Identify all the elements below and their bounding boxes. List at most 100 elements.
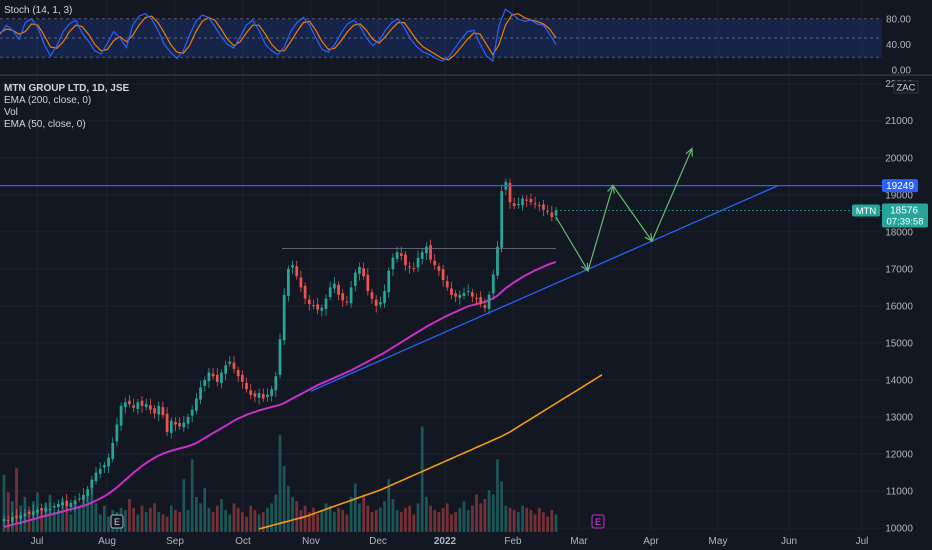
candle-body[interactable]: [136, 402, 140, 409]
candle-body[interactable]: [362, 268, 365, 277]
candle-body[interactable]: [349, 287, 353, 304]
candle-body[interactable]: [345, 301, 349, 303]
candle-body[interactable]: [232, 362, 236, 369]
earnings-marker[interactable]: [591, 514, 605, 529]
candle-body[interactable]: [224, 365, 227, 374]
candle-body[interactable]: [270, 389, 273, 396]
candle-body[interactable]: [278, 339, 282, 375]
symbol-title[interactable]: MTN GROUP LTD, 1D, JSE: [4, 83, 130, 94]
candle-body[interactable]: [441, 269, 445, 280]
candle-body[interactable]: [82, 494, 85, 500]
candle-body[interactable]: [370, 292, 374, 299]
candle-body[interactable]: [144, 404, 148, 408]
candle-body[interactable]: [107, 457, 110, 467]
candle-body[interactable]: [295, 266, 299, 277]
candle-body[interactable]: [475, 297, 478, 299]
last-price-tag[interactable]: [882, 203, 928, 228]
stochastic-pane[interactable]: 80.00 40.00 0.00: [0, 8, 911, 77]
candle-body[interactable]: [111, 442, 115, 459]
candle-body[interactable]: [207, 372, 211, 382]
candle-body[interactable]: [2, 518, 6, 522]
ascending-trendline[interactable]: [310, 184, 779, 392]
candle-body[interactable]: [412, 268, 416, 270]
candle-body[interactable]: [479, 297, 483, 305]
candle-body[interactable]: [483, 305, 487, 308]
candle-body[interactable]: [178, 422, 181, 427]
candle-body[interactable]: [437, 266, 441, 271]
candle-body[interactable]: [149, 405, 152, 410]
candle-body[interactable]: [433, 260, 437, 266]
candle-body[interactable]: [161, 407, 165, 416]
candle-body[interactable]: [245, 382, 248, 390]
indicator-ema50-label[interactable]: EMA (50, close, 0): [4, 119, 86, 130]
candle-body[interactable]: [203, 380, 207, 386]
candle-body[interactable]: [36, 509, 39, 513]
candle-body[interactable]: [90, 480, 94, 488]
candle-body[interactable]: [128, 400, 131, 405]
candle-body[interactable]: [190, 409, 194, 416]
candle-body[interactable]: [261, 394, 265, 399]
candle-body[interactable]: [266, 394, 269, 398]
candle-body[interactable]: [537, 205, 541, 207]
candle-body[interactable]: [257, 392, 261, 398]
candle-body[interactable]: [429, 245, 432, 260]
candle-body[interactable]: [165, 413, 169, 432]
candle-body[interactable]: [169, 420, 173, 433]
candle-body[interactable]: [291, 265, 294, 268]
candle-body[interactable]: [19, 515, 23, 519]
candle-body[interactable]: [303, 285, 307, 299]
candle-body[interactable]: [500, 191, 503, 248]
indicator-ema200-label[interactable]: EMA (200, close, 0): [4, 95, 92, 106]
stoch-legend[interactable]: Stoch (14, 1, 3): [4, 5, 73, 16]
candle-body[interactable]: [52, 505, 56, 508]
candle-body[interactable]: [48, 508, 52, 510]
candle-body[interactable]: [77, 498, 81, 500]
candle-body[interactable]: [220, 372, 223, 383]
candle-body[interactable]: [157, 405, 161, 415]
candle-body[interactable]: [445, 281, 449, 288]
candle-body[interactable]: [103, 465, 106, 468]
candle-body[interactable]: [98, 468, 102, 474]
candle-body[interactable]: [31, 511, 35, 516]
candle-body[interactable]: [132, 405, 135, 408]
candle-body[interactable]: [554, 210, 558, 216]
candle-body[interactable]: [27, 511, 31, 515]
candle-body[interactable]: [408, 266, 411, 268]
candle-body[interactable]: [316, 304, 319, 310]
candle-body[interactable]: [119, 405, 123, 426]
candle-body[interactable]: [387, 270, 391, 293]
candle-body[interactable]: [462, 292, 466, 296]
candle-body[interactable]: [6, 520, 10, 521]
candle-body[interactable]: [249, 390, 253, 395]
candle-body[interactable]: [512, 203, 516, 206]
indicator-vol-label[interactable]: Vol: [4, 107, 18, 118]
resistance-price-tag[interactable]: [882, 179, 918, 193]
candle-body[interactable]: [73, 500, 77, 505]
candle-body[interactable]: [236, 370, 240, 377]
candle-body[interactable]: [86, 489, 89, 496]
candle-body[interactable]: [491, 274, 495, 294]
candle-body[interactable]: [65, 500, 69, 506]
candle-body[interactable]: [550, 212, 554, 218]
candle-body[interactable]: [542, 204, 545, 210]
candle-body[interactable]: [195, 398, 198, 411]
candle-body[interactable]: [287, 268, 290, 296]
candle-body[interactable]: [253, 393, 257, 397]
candle-body[interactable]: [487, 294, 491, 309]
candle-body[interactable]: [521, 198, 524, 206]
candle-body[interactable]: [215, 374, 219, 382]
candle-body[interactable]: [123, 402, 127, 408]
candle-body[interactable]: [379, 302, 382, 305]
candle-body[interactable]: [466, 291, 470, 293]
candle-body[interactable]: [211, 373, 215, 377]
candle-body[interactable]: [450, 288, 453, 295]
candle-body[interactable]: [299, 277, 303, 288]
candle-body[interactable]: [425, 246, 428, 254]
candle-body[interactable]: [395, 252, 399, 259]
candle-body[interactable]: [420, 252, 424, 259]
candle-body[interactable]: [23, 513, 27, 517]
candle-body[interactable]: [282, 294, 286, 341]
candle-body[interactable]: [416, 257, 420, 268]
candle-body[interactable]: [44, 507, 48, 512]
candle-body[interactable]: [69, 502, 73, 508]
